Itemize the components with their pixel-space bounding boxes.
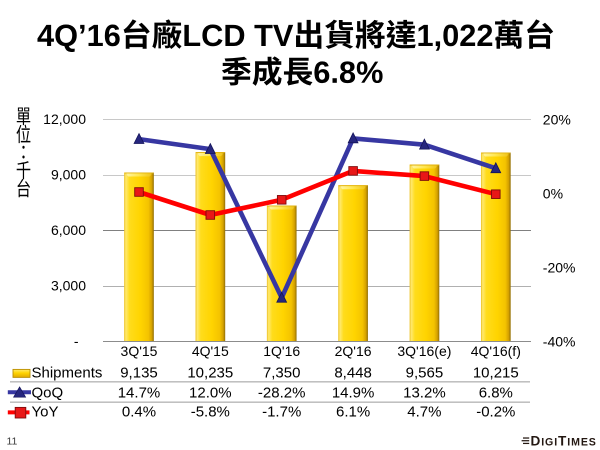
svg-text:1Q'16: 1Q'16 bbox=[263, 343, 300, 359]
svg-text:10,215: 10,215 bbox=[473, 365, 519, 382]
svg-text:QoQ: QoQ bbox=[32, 385, 64, 402]
svg-text:Shipments: Shipments bbox=[32, 365, 103, 382]
svg-text:-40%: -40% bbox=[543, 334, 576, 350]
svg-text:9,565: 9,565 bbox=[406, 365, 444, 382]
svg-text:4Q'15: 4Q'15 bbox=[192, 343, 229, 359]
svg-text:2Q'16: 2Q'16 bbox=[335, 343, 372, 359]
svg-text:7,350: 7,350 bbox=[263, 365, 301, 382]
svg-text:14.9%: 14.9% bbox=[332, 385, 375, 402]
svg-text:3Q'16(e): 3Q'16(e) bbox=[397, 343, 451, 359]
svg-text:-1.7%: -1.7% bbox=[262, 403, 301, 420]
svg-text:6.1%: 6.1% bbox=[336, 403, 370, 420]
svg-text:9,135: 9,135 bbox=[120, 365, 158, 382]
svg-text:0%: 0% bbox=[543, 186, 563, 202]
svg-text:12.0%: 12.0% bbox=[189, 385, 232, 402]
svg-text:3Q'15: 3Q'15 bbox=[121, 343, 158, 359]
svg-text:6,000: 6,000 bbox=[51, 222, 86, 238]
svg-text:14.7%: 14.7% bbox=[118, 385, 161, 402]
svg-text:12,000: 12,000 bbox=[43, 111, 86, 127]
svg-text:-: - bbox=[74, 333, 79, 349]
svg-text:3,000: 3,000 bbox=[51, 278, 86, 294]
svg-text:11: 11 bbox=[7, 435, 18, 447]
svg-text:8,448: 8,448 bbox=[334, 365, 372, 382]
svg-text:-0.2%: -0.2% bbox=[476, 403, 515, 420]
svg-text:-5.8%: -5.8% bbox=[191, 403, 230, 420]
svg-text:DIGITIMES: DIGITIMES bbox=[531, 433, 597, 448]
svg-text:9,000: 9,000 bbox=[51, 167, 86, 183]
svg-text:4Q'16(f): 4Q'16(f) bbox=[471, 343, 521, 359]
svg-text:4.7%: 4.7% bbox=[407, 403, 441, 420]
svg-text:10,235: 10,235 bbox=[187, 365, 233, 382]
svg-text:13.2%: 13.2% bbox=[403, 385, 446, 402]
svg-text:6.8%: 6.8% bbox=[479, 385, 513, 402]
svg-text:YoY: YoY bbox=[32, 403, 59, 420]
svg-text:0.4%: 0.4% bbox=[122, 403, 156, 420]
svg-text:-20%: -20% bbox=[543, 260, 576, 276]
svg-text:20%: 20% bbox=[543, 112, 571, 128]
svg-text:-28.2%: -28.2% bbox=[258, 385, 306, 402]
